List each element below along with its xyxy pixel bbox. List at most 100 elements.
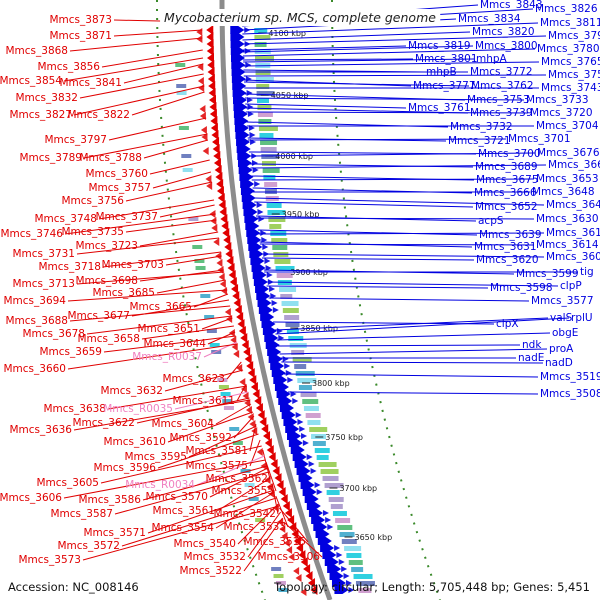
gene-label[interactable]: Mmcs_3532 <box>183 551 246 563</box>
gene-label[interactable]: Mmcs_3664 <box>548 159 600 171</box>
gene-label[interactable]: Mmcs_3632 <box>100 385 163 397</box>
gene-label[interactable]: Mmcs_3639 <box>479 229 542 241</box>
gene-label[interactable]: Mmcs_3772 <box>470 66 533 78</box>
gene-label[interactable]: Mmcs_R0037 <box>132 351 202 363</box>
gene-label[interactable]: Mmcs_3658 <box>77 333 140 345</box>
gene-label[interactable]: Mmcs_3665 <box>129 301 192 313</box>
gene-label[interactable]: Mmcs_3688 <box>5 315 68 327</box>
gene-label[interactable]: Mmcs_3652 <box>475 201 538 213</box>
gene-label[interactable]: Mmcs_3780 <box>537 43 600 55</box>
gene-label[interactable]: Mmcs_3575 <box>185 460 248 472</box>
gene-label[interactable]: Mmcs_3704 <box>536 120 599 132</box>
gene-label[interactable]: Mmcs_3540 <box>173 538 236 550</box>
gene-label[interactable]: Mmcs_3713 <box>12 278 75 290</box>
gene-label[interactable]: Mmcs_3596 <box>93 462 156 474</box>
gene-label[interactable]: Mmcs_R0034 <box>125 479 195 491</box>
gene-label[interactable]: Mmcs_3834 <box>458 13 521 25</box>
gene-label[interactable]: Mmcs_3820 <box>472 26 535 38</box>
gene-label[interactable]: Mmcs_3601 <box>546 251 600 263</box>
gene-label[interactable]: Mmcs_3790 <box>548 30 600 42</box>
gene-label[interactable]: Mmcs_3581 <box>185 445 248 457</box>
gene-label[interactable]: Mmcs_3732 <box>450 121 513 133</box>
gene-label[interactable]: tig <box>580 266 594 278</box>
gene-label[interactable]: Mmcs_3592 <box>169 432 232 444</box>
gene-label[interactable]: Mmcs_3826 <box>535 3 598 15</box>
gene-label[interactable]: Mmcs_3843 <box>480 0 543 11</box>
gene-label[interactable]: Mmcs_3739 <box>470 107 533 119</box>
gene-label[interactable]: Mmcs_3827 <box>9 109 72 121</box>
gene-label[interactable]: ndk <box>522 339 542 351</box>
gene-label[interactable]: Mmcs_3685 <box>92 287 155 299</box>
gene-label[interactable]: Mmcs_3604 <box>151 418 214 430</box>
gene-label[interactable]: Mmcs_3555 <box>211 485 274 497</box>
gene-label[interactable]: Mmcs_3743 <box>541 82 600 94</box>
gene-label[interactable]: Mmcs_3577 <box>531 295 594 307</box>
gene-label[interactable]: acpS <box>478 215 504 227</box>
gene-label[interactable]: Mmcs_3868 <box>5 45 68 57</box>
gene-label[interactable]: Mmcs_3610 <box>103 436 166 448</box>
gene-label[interactable]: Mmcs_3701 <box>508 133 571 145</box>
gene-label[interactable]: Mmcs_3562 <box>205 473 268 485</box>
gene-label[interactable]: Mmcs_3641 <box>546 199 600 211</box>
gene-label[interactable]: Mmcs_3797 <box>44 134 107 146</box>
gene-label[interactable]: Mmcs_3573 <box>18 554 81 566</box>
gene-label[interactable]: Mmcs_3811 <box>540 17 600 29</box>
gene-label[interactable]: Mmcs_3622 <box>72 417 135 429</box>
gene-label[interactable]: Mmcs_3644 <box>143 338 206 350</box>
gene-label[interactable]: Mmcs_3666 <box>474 187 537 199</box>
gene-label[interactable]: Mmcs_3723 <box>75 240 138 252</box>
gene-label[interactable]: Mmcs_3631 <box>474 241 537 253</box>
gene-label[interactable]: Mmcs_3750 <box>548 69 600 81</box>
gene-label[interactable]: Mmcs_3678 <box>22 328 85 340</box>
gene-label[interactable]: Mmcs_3733 <box>526 94 589 106</box>
gene-label[interactable]: Mmcs_3720 <box>530 107 593 119</box>
gene-label[interactable]: Mmcs_3533 <box>223 521 286 533</box>
gene-label[interactable]: Mmcs_3630 <box>536 213 599 225</box>
gene-label[interactable]: Mmcs_3819 <box>408 40 471 52</box>
gene-label[interactable]: Mmcs_3587 <box>50 508 113 520</box>
gene-label[interactable]: Mmcs_3777 <box>413 80 476 92</box>
gene-label[interactable]: proA <box>549 343 574 355</box>
gene-label[interactable]: Mmcs_3542 <box>213 508 276 520</box>
gene-label[interactable]: mhpA <box>476 53 508 65</box>
gene-label[interactable]: rplU <box>571 312 593 324</box>
gene-label[interactable]: Mmcs_3620 <box>476 254 539 266</box>
gene-label[interactable]: Mmcs_3748 <box>34 213 97 225</box>
gene-label[interactable]: Mmcs_3832 <box>15 92 78 104</box>
gene-label[interactable]: Mmcs_3761 <box>408 102 471 114</box>
gene-label[interactable]: Mmcs_3648 <box>532 186 595 198</box>
gene-label[interactable]: Mmcs_3757 <box>88 182 151 194</box>
gene-label[interactable]: Mmcs_3598 <box>490 282 553 294</box>
gene-label[interactable]: Mmcs_3756 <box>61 195 124 207</box>
gene-label[interactable]: Mmcs_3721 <box>448 135 511 147</box>
gene-label[interactable]: Mmcs_3800 <box>475 40 538 52</box>
gene-label[interactable]: Mmcs_3522 <box>179 565 242 577</box>
gene-label[interactable]: Mmcs_3735 <box>61 226 124 238</box>
gene-label[interactable]: Mmcs_3871 <box>49 30 112 42</box>
gene-label[interactable]: nadE <box>518 352 544 364</box>
gene-label[interactable]: Mmcs_3676 <box>537 147 600 159</box>
gene-label[interactable]: Mmcs_3572 <box>57 540 120 552</box>
gene-label[interactable]: obgE <box>552 327 578 339</box>
gene-label[interactable]: Mmcs_3605 <box>36 477 99 489</box>
gene-label[interactable]: Mmcs_3873 <box>49 14 112 26</box>
gene-label[interactable]: Mmcs_3571 <box>83 527 146 539</box>
gene-label[interactable]: Mmcs_3599 <box>516 268 579 280</box>
gene-label[interactable]: Mmcs_3762 <box>471 80 534 92</box>
gene-label[interactable]: valS <box>550 312 573 324</box>
gene-label[interactable]: Mmcs_3765 <box>541 56 600 68</box>
gene-label[interactable]: Mmcs_3606 <box>0 492 62 504</box>
gene-label[interactable]: Mmcs_3718 <box>38 261 101 273</box>
gene-label[interactable]: Mmcs_3737 <box>95 211 158 223</box>
gene-label[interactable]: Mmcs_3760 <box>85 168 148 180</box>
gene-label[interactable]: Mmcs_3746 <box>0 228 63 240</box>
gene-label[interactable]: Mmcs_3677 <box>67 310 130 322</box>
gene-label[interactable]: Mmcs_3506 <box>257 551 320 563</box>
gene-label[interactable]: Mmcs_3561 <box>152 505 215 517</box>
gene-label[interactable]: Mmcs_3700 <box>478 148 541 160</box>
gene-label[interactable]: Mmcs_3519 <box>540 371 600 383</box>
gene-label[interactable]: Mmcs_3638 <box>43 403 106 415</box>
gene-label[interactable]: Mmcs_3515 <box>243 536 306 548</box>
gene-label[interactable]: Mmcs_3753 <box>467 94 530 106</box>
gene-label[interactable]: Mmcs_3854 <box>0 75 62 87</box>
